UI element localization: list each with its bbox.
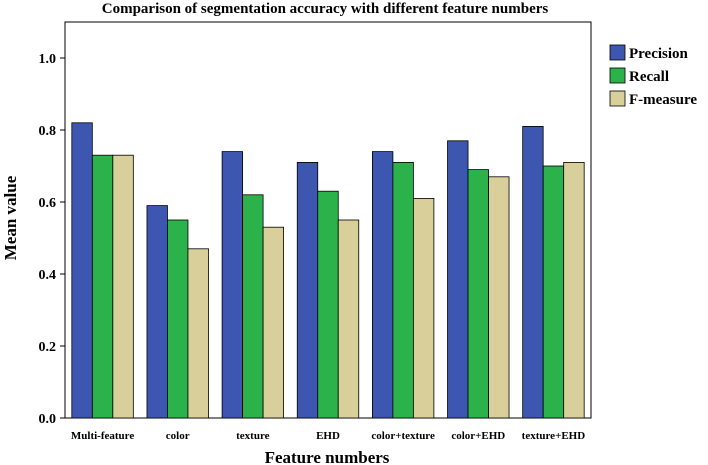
- legend-swatch: [609, 90, 626, 107]
- bar-recall: [542, 165, 565, 419]
- legend-label: Recall: [629, 69, 669, 85]
- bar-f-measure: [262, 226, 285, 419]
- x-tick-label: EHD: [316, 430, 340, 442]
- y-tick-label: 0.0: [39, 412, 57, 427]
- bar-precision: [522, 126, 544, 419]
- legend-label: Precision: [629, 46, 689, 62]
- x-tick-label: Multi-feature: [71, 430, 134, 442]
- chart-title: Comparison of segmentation accuracy with…: [102, 1, 549, 17]
- y-tick-label: 1.0: [39, 52, 57, 67]
- bar-recall: [317, 190, 339, 419]
- y-tick-label: 0.8: [39, 124, 57, 139]
- bar-precision: [221, 151, 244, 419]
- x-tick-label: texture+EHD: [522, 430, 586, 442]
- bar-precision: [146, 205, 168, 419]
- bar-recall: [167, 219, 189, 419]
- y-tick-label: 0.4: [39, 268, 57, 283]
- y-axis-label: Mean value: [1, 175, 20, 260]
- x-tick-label: color+EHD: [451, 430, 505, 442]
- bar-precision: [71, 122, 93, 419]
- bar-f-measure: [412, 197, 435, 419]
- y-tick-label: 0.6: [39, 196, 57, 211]
- bar-f-measure: [563, 161, 585, 419]
- y-axis: 0.0 0.2 0.4 0.6 0.8 1.0: [39, 52, 65, 427]
- x-axis: Multi-feature color texture EHD color+textur…: [71, 430, 585, 442]
- legend: Precision Recall F-measure: [609, 44, 697, 108]
- bars: [71, 122, 585, 419]
- legend-label: F-measure: [629, 92, 697, 108]
- x-tick-label: color: [166, 430, 190, 442]
- bar-recall: [467, 169, 489, 419]
- x-tick-label: texture: [236, 430, 270, 442]
- x-axis-label: Feature numbers: [265, 448, 390, 465]
- bar-precision: [296, 161, 319, 419]
- y-tick-label: 0.2: [39, 340, 57, 355]
- bar-f-measure: [337, 219, 360, 419]
- bar-f-measure: [187, 248, 209, 419]
- bar-f-measure: [112, 154, 134, 419]
- bar-precision: [447, 140, 469, 419]
- legend-swatch: [609, 44, 626, 61]
- bar-f-measure: [488, 176, 510, 419]
- legend-swatch: [609, 67, 626, 84]
- bar-recall: [91, 154, 114, 419]
- bar-recall: [392, 161, 414, 419]
- bar-precision: [371, 151, 394, 419]
- bar-recall: [242, 194, 264, 419]
- x-tick-label: color+texture: [371, 430, 435, 442]
